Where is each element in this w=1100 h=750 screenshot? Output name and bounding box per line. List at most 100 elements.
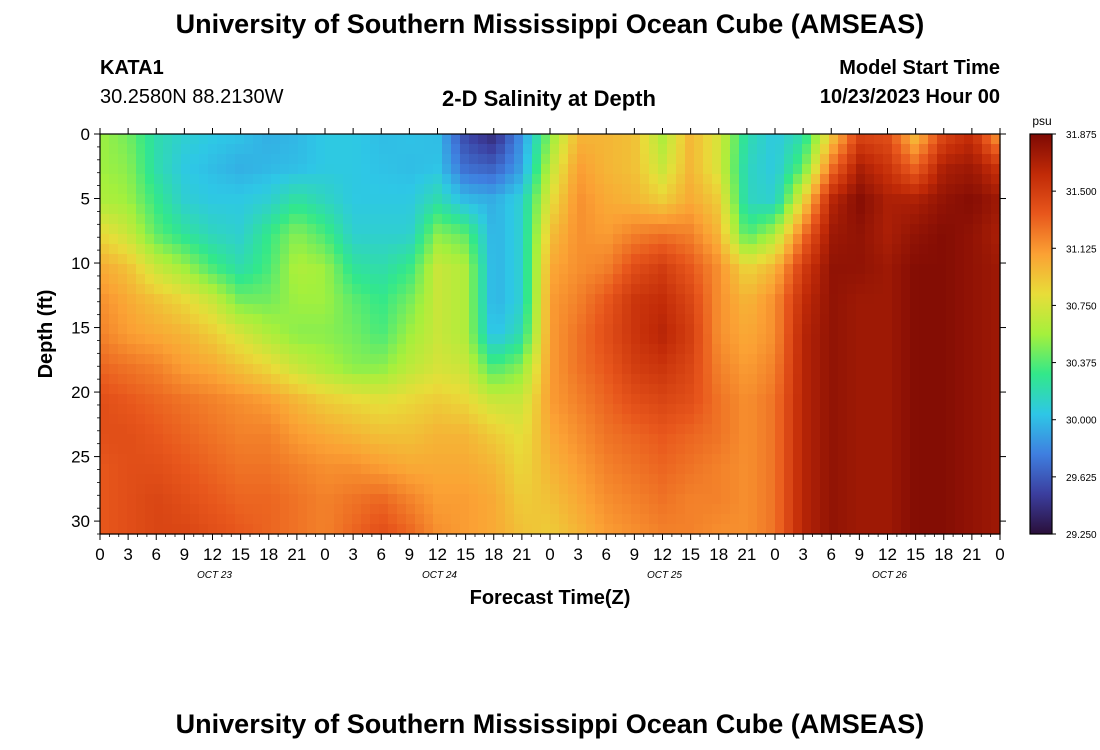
heatmap-cell: [406, 154, 416, 165]
heatmap-cell: [883, 354, 893, 365]
heatmap-cell: [730, 424, 740, 435]
heatmap-cell: [514, 184, 524, 195]
heatmap-cell: [703, 284, 713, 295]
heatmap-cell: [766, 304, 776, 315]
heatmap-cell: [766, 404, 776, 415]
heatmap-cell: [658, 234, 668, 245]
heatmap-cell: [712, 524, 722, 535]
heatmap-cell: [172, 154, 182, 165]
heatmap-cell: [703, 394, 713, 405]
heatmap-cell: [298, 314, 308, 325]
heatmap-cell: [856, 254, 866, 265]
heatmap-cell: [604, 504, 614, 515]
heatmap-cell: [658, 494, 668, 505]
heatmap-cell: [109, 214, 119, 225]
heatmap-cell: [766, 294, 776, 305]
heatmap-cell: [604, 424, 614, 435]
heatmap-cell: [208, 484, 218, 495]
heatmap-cell: [658, 254, 668, 265]
heatmap-cell: [235, 144, 245, 155]
heatmap-cell: [784, 314, 794, 325]
heatmap-cell: [181, 404, 191, 415]
heatmap-cell: [640, 404, 650, 415]
y-tick-label: 30: [71, 512, 90, 531]
heatmap-cell: [334, 344, 344, 355]
heatmap-cell: [937, 374, 947, 385]
heatmap-cell: [730, 344, 740, 355]
heatmap-cell: [739, 464, 749, 475]
heatmap-cell: [505, 254, 515, 265]
heatmap-cell: [919, 304, 929, 315]
heatmap-cell: [811, 324, 821, 335]
heatmap-cell: [784, 334, 794, 345]
heatmap-cell: [505, 414, 515, 425]
heatmap-cell: [469, 304, 479, 315]
heatmap-cell: [352, 424, 362, 435]
heatmap-cell: [577, 314, 587, 325]
heatmap-cell: [667, 344, 677, 355]
heatmap-cell: [406, 444, 416, 455]
heatmap-cell: [244, 444, 254, 455]
heatmap-cell: [703, 154, 713, 165]
heatmap-cell: [991, 244, 1001, 255]
heatmap-cell: [514, 324, 524, 335]
heatmap-cell: [307, 214, 317, 225]
heatmap-cell: [991, 254, 1001, 265]
heatmap-cell: [964, 234, 974, 245]
heatmap-cell: [604, 354, 614, 365]
heatmap-cell: [694, 304, 704, 315]
heatmap-cell: [838, 214, 848, 225]
heatmap-cell: [442, 334, 452, 345]
heatmap-cell: [343, 484, 353, 495]
heatmap-cell: [163, 454, 173, 465]
heatmap-cell: [721, 414, 731, 425]
heatmap-cell: [118, 194, 128, 205]
heatmap-cell: [631, 154, 641, 165]
heatmap-cell: [604, 174, 614, 185]
heatmap-cell: [622, 294, 632, 305]
heatmap-cell: [631, 454, 641, 465]
heatmap-cell: [325, 434, 335, 445]
heatmap-cell: [262, 284, 272, 295]
heatmap-cell: [739, 214, 749, 225]
heatmap-cell: [892, 264, 902, 275]
heatmap-cell: [253, 514, 263, 525]
heatmap-cell: [262, 524, 272, 535]
heatmap-cell: [325, 234, 335, 245]
heatmap-cell: [190, 234, 200, 245]
heatmap-cell: [541, 514, 551, 525]
heatmap-cell: [487, 464, 497, 475]
heatmap-cell: [271, 214, 281, 225]
heatmap-cell: [307, 414, 317, 425]
heatmap-cell: [604, 484, 614, 495]
heatmap-cell: [640, 324, 650, 335]
heatmap-cell: [415, 254, 425, 265]
heatmap-cell: [253, 454, 263, 465]
heatmap-cell: [667, 384, 677, 395]
heatmap-cell: [514, 384, 524, 395]
heatmap-cell: [901, 194, 911, 205]
heatmap-cell: [982, 404, 992, 415]
heatmap-cell: [478, 274, 488, 285]
heatmap-cell: [946, 484, 956, 495]
heatmap-cell: [739, 434, 749, 445]
heatmap-cell: [208, 354, 218, 365]
heatmap-cell: [910, 414, 920, 425]
heatmap-cell: [487, 364, 497, 375]
heatmap-cell: [541, 314, 551, 325]
heatmap-cell: [973, 394, 983, 405]
heatmap-cell: [226, 294, 236, 305]
heatmap-cell: [379, 194, 389, 205]
heatmap-cell: [748, 224, 758, 235]
x-tick-label: 18: [484, 545, 503, 564]
heatmap-cell: [289, 324, 299, 335]
heatmap-cell: [676, 354, 686, 365]
heatmap-cell: [532, 164, 542, 175]
heatmap-cell: [640, 524, 650, 535]
heatmap-cell: [685, 224, 695, 235]
heatmap-cell: [721, 424, 731, 435]
heatmap-cell: [613, 484, 623, 495]
heatmap-cell: [154, 524, 164, 535]
x-tick-label: 3: [123, 545, 132, 564]
heatmap-cell: [496, 294, 506, 305]
